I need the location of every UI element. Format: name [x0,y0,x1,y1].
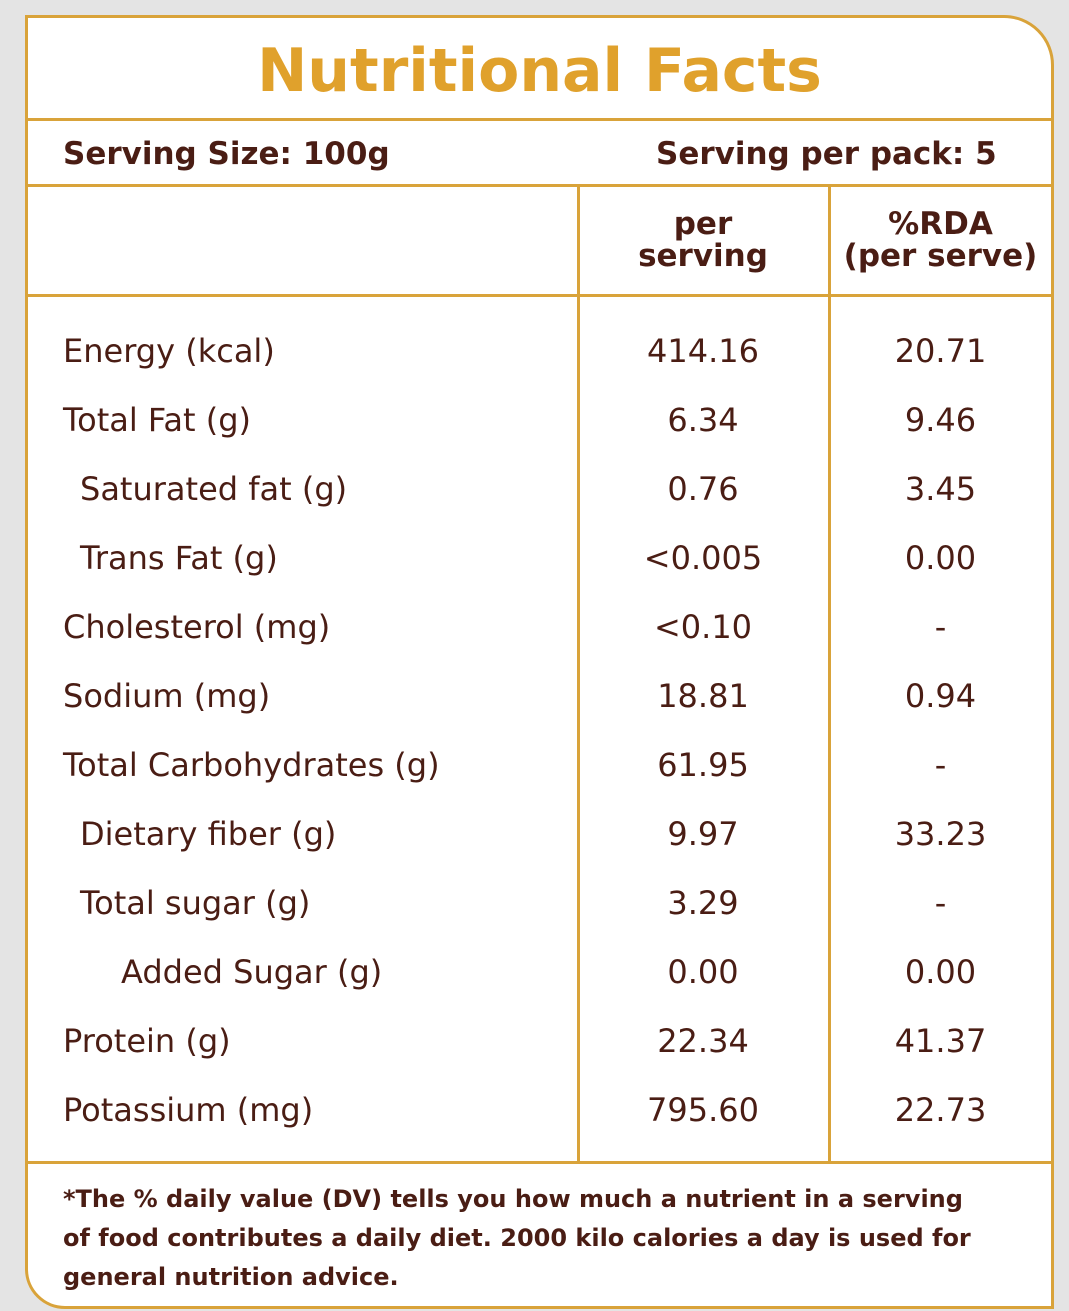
header-line: serving [638,238,768,274]
header-line: (per serve) [843,238,1038,274]
rda-value: - [934,884,947,922]
table-row: Cholesterol (mg) <0.10 - [28,594,1051,663]
per-serving-value: <0.10 [653,608,753,646]
divider [28,294,1051,297]
per-serving-value: 3.29 [667,884,739,922]
nutrient-name: Cholesterol (mg) [63,608,331,646]
per-serving-value: 414.16 [647,332,759,370]
rda-value: 20.71 [894,332,987,370]
table-row: Added Sugar (g) 0.00 0.00 [28,939,1051,1008]
table-row: Dietary fiber (g) 9.97 33.23 [28,801,1051,870]
rda-value: 0.00 [904,953,977,991]
title: Nutritional Facts [257,36,822,106]
rda-value: 22.73 [894,1091,987,1129]
footnote-line: *The % daily value (DV) tells you how mu… [63,1185,963,1213]
divider [28,118,1051,121]
per-serving-value: 9.97 [667,815,739,853]
table-row: Trans Fat (g) <0.005 0.00 [28,525,1051,594]
nutrition-card: Nutritional Facts Serving Size: 100g Ser… [25,15,1054,1309]
nutrient-name: Total Carbohydrates (g) [63,746,440,784]
per-serving-value: 18.81 [657,677,749,715]
rda-value: 3.45 [904,470,977,508]
servings-per-pack: Serving per pack: 5 [656,136,997,172]
nutrient-name: Total Fat (g) [63,401,251,439]
per-serving-value: <0.005 [643,539,763,577]
divider [28,1161,1051,1164]
table-row: Potassium (mg) 795.60 22.73 [28,1077,1051,1146]
per-serving-value: 61.95 [657,746,749,784]
table-row: Sodium (mg) 18.81 0.94 [28,663,1051,732]
rda-value: - [934,608,947,646]
table-row: Protein (g) 22.34 41.37 [28,1008,1051,1077]
nutrient-name: Potassium (mg) [63,1091,314,1129]
rda-value: - [934,746,947,784]
nutrient-name: Sodium (mg) [63,677,271,715]
nutrient-name: Dietary fiber (g) [80,815,337,853]
nutrient-name: Added Sugar (g) [121,953,383,991]
footnote-line: general nutrition advice. [63,1263,399,1291]
nutrient-name: Protein (g) [63,1022,231,1060]
per-serving-value: 795.60 [647,1091,759,1129]
table-row: Total Fat (g) 6.34 9.46 [28,387,1051,456]
column-divider [828,186,831,1161]
nutrient-name: Total sugar (g) [80,884,311,922]
per-serving-value: 22.34 [657,1022,749,1060]
serving-size: Serving Size: 100g [63,136,390,172]
table-row: Energy (kcal) 414.16 20.71 [28,318,1051,387]
per-serving-value: 6.34 [667,401,739,439]
column-header: %RDA (per serve) [830,208,1051,272]
table-row: Saturated fat (g) 0.76 3.45 [28,456,1051,525]
header-line: per [673,206,733,242]
footnote: *The % daily value (DV) tells you how mu… [63,1180,971,1297]
footnote-line: of food contributes a daily diet. 2000 k… [63,1224,971,1252]
header-line: %RDA [888,206,993,242]
column-header: per serving [579,208,827,272]
rda-value: 0.00 [904,539,977,577]
rda-value: 0.94 [904,677,977,715]
table-row: Total sugar (g) 3.29 - [28,870,1051,939]
rda-value: 9.46 [904,401,977,439]
per-serving-value: 0.76 [667,470,739,508]
nutrient-name: Saturated fat (g) [80,470,348,508]
nutrient-name: Energy (kcal) [63,332,275,370]
nutrient-name: Trans Fat (g) [80,539,278,577]
column-divider [577,186,580,1161]
divider [28,184,1051,187]
rda-value: 41.37 [894,1022,987,1060]
per-serving-value: 0.00 [667,953,739,991]
rda-value: 33.23 [894,815,987,853]
table-row: Total Carbohydrates (g) 61.95 - [28,732,1051,801]
